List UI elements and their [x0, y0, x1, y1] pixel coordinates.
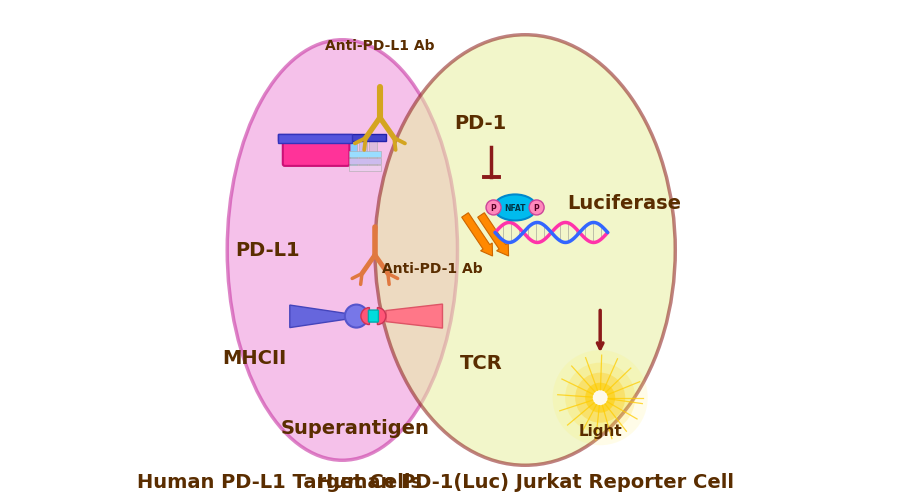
Polygon shape [290, 306, 350, 328]
Circle shape [486, 200, 501, 215]
Text: Anti-PD-L1 Ab: Anti-PD-L1 Ab [325, 39, 434, 53]
Text: PD-1: PD-1 [454, 114, 506, 133]
FancyArrow shape [478, 213, 509, 257]
Circle shape [593, 390, 607, 405]
Circle shape [576, 373, 625, 423]
Text: Human PD-L1 Target Cells: Human PD-L1 Target Cells [138, 472, 423, 491]
Circle shape [529, 200, 544, 215]
Text: P: P [491, 203, 497, 212]
Bar [348, 159, 381, 164]
Ellipse shape [227, 41, 458, 460]
Circle shape [553, 350, 648, 445]
Ellipse shape [375, 36, 675, 465]
Text: TCR: TCR [460, 353, 503, 372]
Text: Human PD-1(Luc) Jurkat Reporter Cell: Human PD-1(Luc) Jurkat Reporter Cell [317, 472, 734, 491]
Bar [348, 166, 381, 171]
Text: MHCII: MHCII [223, 348, 287, 367]
Text: Anti-PD-1 Ab: Anti-PD-1 Ab [383, 261, 483, 275]
FancyBboxPatch shape [368, 311, 378, 323]
Polygon shape [386, 305, 443, 329]
Text: PD-L1: PD-L1 [235, 241, 300, 260]
Circle shape [586, 383, 615, 413]
FancyArrow shape [462, 213, 492, 257]
Wedge shape [361, 308, 369, 325]
Ellipse shape [494, 195, 537, 221]
Bar [369, 142, 376, 166]
Text: NFAT: NFAT [504, 203, 526, 212]
Wedge shape [377, 308, 386, 325]
Text: Luciferase: Luciferase [567, 193, 681, 212]
FancyBboxPatch shape [282, 142, 349, 166]
Bar [278, 135, 352, 144]
Bar [348, 152, 381, 158]
Text: Light: Light [578, 423, 622, 438]
Circle shape [565, 363, 635, 433]
Bar [278, 135, 386, 142]
Circle shape [345, 305, 368, 328]
Bar [348, 142, 357, 166]
Text: P: P [534, 203, 539, 212]
Text: Superantigen: Superantigen [281, 418, 429, 437]
Bar [359, 142, 367, 166]
